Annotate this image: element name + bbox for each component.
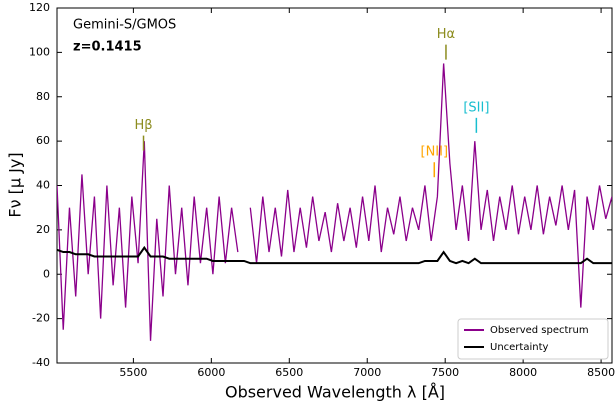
instrument-label: Gemini-S/GMOS [73,18,176,33]
y-tick-label: 120 [29,1,50,14]
legend-box [457,318,609,360]
line-annotation: Hβ [134,118,152,133]
legend-label: Observed spectrum [490,325,589,336]
x-tick-label: 7000 [353,366,381,379]
redshift-label: z=0.1415 [73,40,142,55]
y-tick-label: 80 [36,90,50,103]
line-annotation: [NII] [421,145,449,160]
series-line [57,63,612,341]
x-axis-label: Observed Wavelength λ [Å] [225,383,445,402]
y-tick-label: 100 [29,45,50,58]
x-tick-label: 5500 [119,366,147,379]
y-tick-label: 60 [36,134,50,147]
x-tick-label: 6000 [197,366,225,379]
x-tick-label: 8500 [587,366,615,379]
y-tick-label: 0 [43,267,50,280]
y-tick-label: 40 [36,179,50,192]
y-tick-label: -20 [32,312,50,325]
x-tick-label: 7500 [431,366,459,379]
x-tick-label: 6500 [275,366,303,379]
y-axis-label: Fν [μ Jy] [6,152,25,217]
line-annotation: Hα [437,27,455,42]
line-annotation: [SII] [463,100,489,115]
x-tick-label: 8000 [509,366,537,379]
y-tick-label: -40 [32,356,50,369]
legend-label: Uncertainty [490,342,549,353]
series-line [57,245,612,265]
plot-frame [56,7,613,364]
y-tick-label: 20 [36,223,50,236]
